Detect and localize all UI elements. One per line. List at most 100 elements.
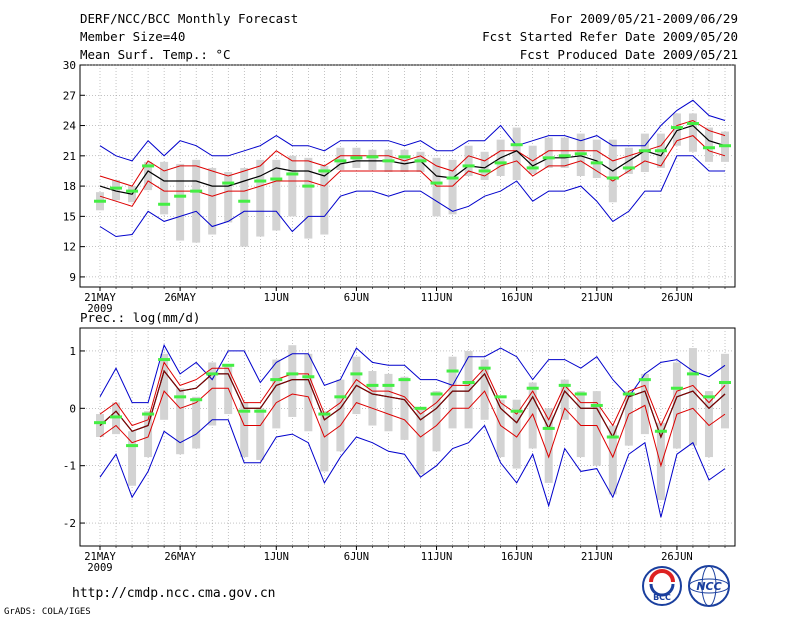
ensemble-range-bar xyxy=(208,167,217,235)
ensemble-range-bar xyxy=(192,159,201,243)
ensemble-range-bar xyxy=(528,145,537,174)
x-tick-label: 26MAY xyxy=(164,292,196,304)
ensemble-range-bar xyxy=(688,348,697,446)
observed-marker xyxy=(270,177,283,181)
observed-marker xyxy=(286,372,299,376)
ensemble-range-bar xyxy=(624,391,633,446)
observed-marker xyxy=(654,149,667,153)
ensemble-range-bar xyxy=(336,379,345,452)
x-tick-year-label: 2009 xyxy=(87,303,112,315)
member-size-label: Member Size=40 xyxy=(80,29,186,44)
forecast-period: For 2009/05/21-2009/06/29 xyxy=(549,11,738,26)
x-tick-label: 21MAY xyxy=(84,551,116,563)
observed-marker xyxy=(638,149,651,153)
source-url[interactable]: http://cmdp.ncc.cma.gov.cn xyxy=(72,586,276,601)
y-tick-label: 24 xyxy=(63,120,77,133)
observed-marker xyxy=(526,386,539,390)
y-tick-label: 27 xyxy=(63,89,76,102)
ensemble-range-bar xyxy=(704,127,713,162)
ensemble-range-bar xyxy=(480,359,489,420)
x-tick-label: 6JUN xyxy=(344,292,369,304)
observed-marker xyxy=(222,363,235,367)
ensemble-range-bar xyxy=(336,147,345,170)
observed-marker xyxy=(318,412,331,416)
ensemble-range-bar xyxy=(304,353,313,432)
observed-marker xyxy=(622,166,635,170)
observed-marker xyxy=(382,383,395,387)
ensemble-range-bar xyxy=(400,376,409,440)
y-tick-label: 30 xyxy=(63,59,76,72)
observed-marker xyxy=(702,146,715,150)
observed-marker xyxy=(334,159,347,163)
variable-label: Mean Surf. Temp.: °C xyxy=(80,47,231,62)
observed-marker xyxy=(94,421,106,425)
precip-panel-title: Prec.: log(mm/d) xyxy=(80,310,200,325)
ensemble-range-bar xyxy=(592,391,601,466)
ensemble-range-bar xyxy=(224,365,233,415)
ensemble-range-bar xyxy=(304,157,313,239)
ensemble-range-bar xyxy=(480,151,489,181)
ensemble-range-bar xyxy=(272,159,281,231)
observed-marker xyxy=(574,152,587,156)
ensemble-range-bar xyxy=(656,422,665,501)
ensemble-range-bar xyxy=(320,411,329,472)
ensemble-range-bar xyxy=(192,396,201,449)
observed-marker xyxy=(142,412,155,416)
series-line-ensemble-mean xyxy=(99,124,726,195)
observed-marker xyxy=(670,386,683,390)
x-tick-label: 26MAY xyxy=(164,551,196,563)
ensemble-range-bar xyxy=(128,431,137,486)
ensemble-range-bar xyxy=(176,163,185,241)
observed-marker xyxy=(350,372,363,376)
ensemble-range-bar xyxy=(272,359,281,429)
series-line-ensemble-min xyxy=(99,419,726,518)
x-tick-label: 16JUN xyxy=(501,292,533,304)
ensemble-range-bar xyxy=(208,362,217,426)
ensemble-range-bar xyxy=(240,167,249,247)
ensemble-range-bar xyxy=(608,425,617,495)
observed-marker xyxy=(190,398,203,402)
observed-marker xyxy=(510,143,523,147)
ensemble-range-bar xyxy=(464,145,473,176)
observed-marker xyxy=(366,383,379,387)
series-line-ensemble-min xyxy=(99,155,725,238)
ensemble-range-bar xyxy=(144,161,153,191)
bcc-logo-text: BCC xyxy=(653,593,671,602)
ensemble-range-bar xyxy=(560,379,569,420)
observed-marker xyxy=(190,189,203,193)
observed-marker xyxy=(510,409,523,413)
x-tick-label: 16JUN xyxy=(501,551,533,563)
observed-marker xyxy=(670,126,683,130)
chart-title: DERF/NCC/BCC Monthly Forecast xyxy=(80,11,299,26)
observed-marker xyxy=(430,181,443,185)
x-tick-label: 11JUN xyxy=(421,551,453,563)
observed-marker xyxy=(462,381,475,384)
observed-marker xyxy=(398,378,411,382)
observed-marker xyxy=(158,358,171,362)
y-tick-label: -2 xyxy=(63,517,76,530)
ensemble-range-bar xyxy=(640,373,649,435)
plot-frame xyxy=(79,64,736,288)
observed-marker xyxy=(606,176,619,180)
ensemble-range-bar xyxy=(688,113,697,152)
ensemble-range-bar xyxy=(384,373,393,432)
observed-marker xyxy=(158,202,171,206)
observed-marker xyxy=(334,395,347,399)
series-line-mean-dark-red xyxy=(99,369,726,439)
ensemble-range-bar xyxy=(496,399,505,458)
observed-marker xyxy=(302,375,315,379)
observed-marker xyxy=(638,378,651,382)
ensemble-range-bar xyxy=(576,391,585,458)
ensemble-range-bar xyxy=(224,171,233,223)
observed-marker xyxy=(446,176,459,180)
y-tick-label: 9 xyxy=(69,271,76,284)
ensemble-range-bar xyxy=(240,402,249,458)
x-tick-label: 21JUN xyxy=(581,551,613,563)
observed-marker xyxy=(446,369,459,373)
observed-marker xyxy=(366,155,379,159)
ensemble-range-bar xyxy=(448,356,457,429)
observed-marker xyxy=(430,392,443,396)
ensemble-range-bar xyxy=(288,345,297,417)
ensemble-range-bar xyxy=(544,137,553,168)
